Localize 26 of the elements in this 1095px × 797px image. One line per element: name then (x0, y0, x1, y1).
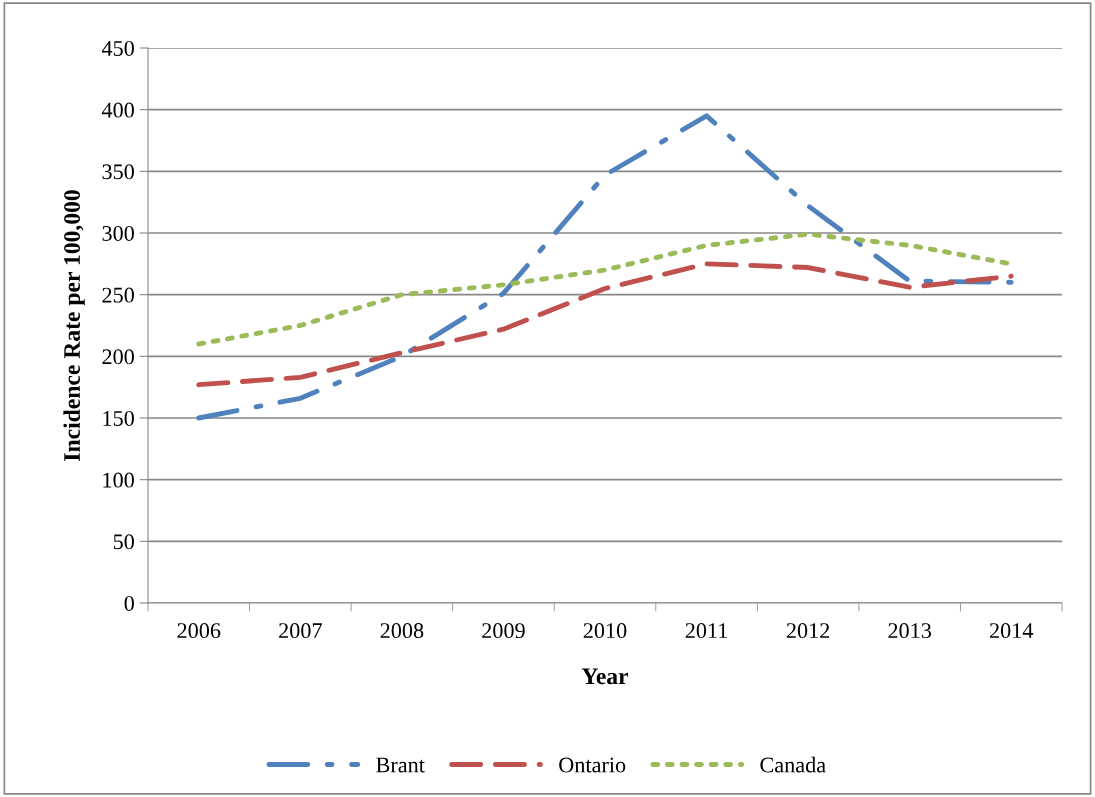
y-tick-label: 350 (102, 164, 134, 180)
y-tick-label: 300 (102, 225, 134, 241)
x-axis-title: Year (581, 668, 629, 685)
line-series (196, 261, 1014, 388)
x-tick-label: 2012 (786, 623, 830, 639)
y-axis-title: Incidence Rate per 100,000 (63, 190, 85, 461)
y-tick-label: 200 (102, 349, 134, 365)
x-tick-label: 2011 (685, 623, 728, 639)
y-tick-label: 100 (103, 472, 134, 488)
y-tick-label: 450 (101, 40, 134, 56)
x-tick-label: 2007 (279, 623, 322, 639)
x-tick-label: 2008 (380, 623, 424, 639)
legend-label: Brant (376, 757, 425, 773)
legend-label: Ontario (559, 757, 626, 773)
y-tick-label: 0 (124, 595, 134, 611)
x-tick-label: 2009 (482, 623, 525, 639)
line-series (196, 113, 1014, 421)
y-tick-label: 250 (102, 287, 134, 303)
x-tick-label: 2013 (888, 623, 932, 639)
x-tick-label: 2010 (583, 623, 627, 639)
x-tick-label: 2014 (989, 623, 1034, 639)
y-tick-label: 400 (101, 102, 134, 118)
x-tick-label: 2006 (177, 623, 221, 639)
y-tick-label: 150 (103, 410, 134, 426)
legend-label: Canada (760, 756, 826, 773)
y-tick-label: 50 (113, 534, 134, 550)
